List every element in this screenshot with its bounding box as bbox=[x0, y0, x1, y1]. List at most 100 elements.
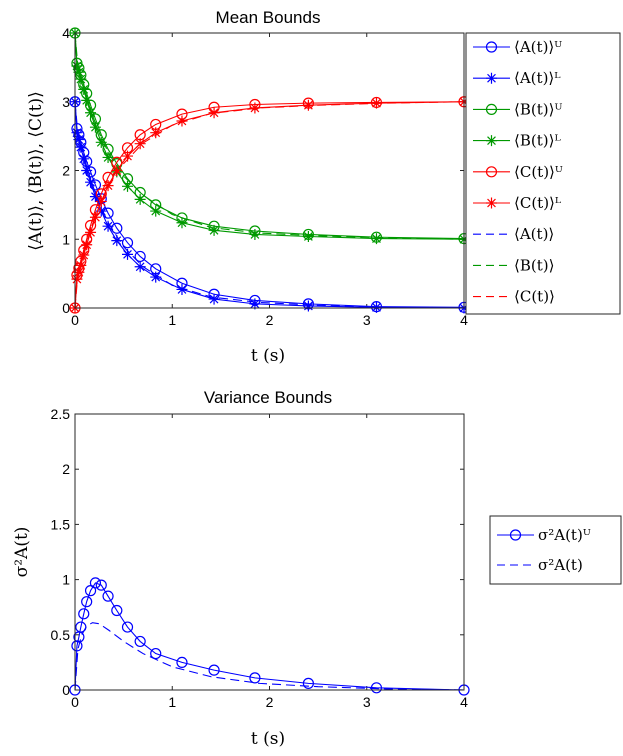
mean-series-5-point bbox=[75, 259, 87, 271]
variance-bounds-xlabel: t (s) bbox=[251, 729, 285, 749]
variance-ytick-label: 2 bbox=[62, 461, 70, 477]
mean-series-1-point bbox=[134, 261, 146, 273]
mean-series-7 bbox=[74, 32, 465, 240]
mean-legend-marker-0 bbox=[485, 41, 498, 53]
variance-bounds-chart: Variance Bounds 0 1 2 3 400.511.522.5 t (s) … bbox=[12, 388, 622, 749]
mean-series-1-point bbox=[150, 271, 162, 283]
mean-series-3-point bbox=[85, 107, 97, 119]
mean-series-line-0 bbox=[74, 101, 465, 308]
variance-series-0-point bbox=[249, 672, 261, 684]
mean-bounds-xlabel: t (s) bbox=[251, 346, 285, 366]
variance-bounds-series bbox=[69, 577, 470, 696]
mean-series-4 bbox=[69, 96, 470, 314]
variance-series-0-point bbox=[150, 647, 162, 660]
mean-series-1-point bbox=[95, 205, 107, 217]
mean-series-5-point bbox=[85, 226, 97, 238]
mean-legend-marker-5 bbox=[486, 197, 497, 209]
variance-series-0-point bbox=[81, 596, 93, 608]
mean-legend-marker-3 bbox=[486, 135, 497, 147]
mean-legend-label-b-t: ⟨B(t)⟩ᵁ bbox=[514, 100, 562, 118]
variance-xtick-label: 0 bbox=[71, 694, 79, 710]
variance-series-0-point bbox=[370, 682, 383, 694]
mean-series-3-point bbox=[89, 121, 101, 133]
variance-series-line-1 bbox=[74, 622, 465, 691]
mean-legend-label-b-t: ⟨B(t)⟩ᴸ bbox=[514, 132, 561, 150]
mean-series-1-point bbox=[85, 176, 97, 188]
mean-legend-label-c-t: ⟨C(t)⟩ᵁ bbox=[514, 163, 563, 181]
mean-xtick-label: 1 bbox=[168, 312, 176, 328]
variance-series-0 bbox=[69, 577, 470, 696]
variance-series-0-point bbox=[78, 608, 90, 620]
mean-series-1-point bbox=[71, 127, 83, 139]
mean-series-1-point bbox=[73, 134, 85, 146]
variance-xtick-label: 4 bbox=[460, 694, 468, 710]
variance-ytick-label: 0.5 bbox=[51, 627, 71, 643]
mean-xtick-label: 4 bbox=[460, 312, 468, 328]
mean-legend-marker-2 bbox=[485, 103, 498, 116]
variance-ytick-label: 0 bbox=[62, 682, 70, 698]
mean-series-1 bbox=[69, 96, 470, 314]
mean-bounds-title: Mean Bounds bbox=[216, 8, 321, 27]
variance-legend-box bbox=[489, 515, 622, 585]
variance-series-0-point bbox=[208, 664, 220, 676]
mean-series-1-point bbox=[81, 165, 93, 176]
mean-series-3-point bbox=[208, 224, 220, 236]
mean-series-5-point bbox=[176, 115, 188, 127]
mean-ytick-label: 3 bbox=[62, 94, 70, 110]
mean-series-1-point bbox=[78, 153, 90, 165]
mean-legend-label-c-t: ⟨C(t)⟩ᴸ bbox=[514, 194, 562, 212]
variance-xtick-label: 3 bbox=[363, 694, 371, 710]
mean-series-1-point bbox=[122, 248, 134, 260]
variance-xtick-label: 2 bbox=[266, 694, 274, 710]
mean-series-0 bbox=[69, 96, 470, 313]
mean-series-1-point bbox=[302, 300, 314, 312]
variance-series-0-point bbox=[89, 577, 102, 589]
mean-series-1-point bbox=[89, 191, 101, 203]
mean-series-2 bbox=[69, 27, 470, 245]
variance-series-1 bbox=[74, 622, 465, 691]
mean-legend-marker-1 bbox=[486, 72, 497, 84]
mean-series-1-point bbox=[111, 235, 123, 247]
mean-series-line-3 bbox=[74, 32, 465, 240]
variance-ytick-label: 1 bbox=[62, 572, 70, 588]
mean-series-8 bbox=[74, 101, 465, 309]
mean-series-5-point bbox=[89, 211, 101, 223]
mean-series-1-point bbox=[102, 220, 114, 232]
mean-series-1-point bbox=[75, 141, 87, 153]
variance-bounds-ylabel: σ²A(t) bbox=[12, 527, 32, 578]
mean-legend-marker-4 bbox=[485, 166, 498, 178]
mean-series-line-1 bbox=[74, 101, 465, 309]
mean-series-1-point bbox=[249, 298, 261, 310]
mean-series-3-point bbox=[81, 94, 93, 106]
mean-series-line-8 bbox=[74, 101, 465, 309]
mean-ytick-label: 4 bbox=[62, 25, 70, 41]
mean-series-line-4 bbox=[74, 101, 465, 309]
mean-xtick-label: 2 bbox=[266, 312, 274, 328]
mean-series-3-point bbox=[71, 60, 83, 72]
mean-bounds-series bbox=[69, 27, 470, 314]
variance-bounds-ticks: 0 1 2 3 4 0 0.5 1 1.5 2 2.5 bbox=[51, 406, 469, 710]
variance-series-0-point bbox=[121, 621, 134, 633]
mean-series-3-point bbox=[95, 136, 107, 148]
mean-series-3-point bbox=[370, 233, 382, 245]
variance-ytick-label: 2.5 bbox=[51, 406, 71, 422]
variance-series-line-0 bbox=[74, 582, 465, 691]
variance-series-0-point bbox=[71, 640, 83, 652]
mean-bounds-chart: Mean Bounds 0 1 2 3 4 0 1 2 3 4 t (s) ⟨A(t)⟩, ⟨B(… bbox=[26, 8, 621, 366]
variance-series-0-point bbox=[134, 635, 146, 648]
mean-series-3-point bbox=[102, 151, 114, 163]
mean-series-5-point bbox=[111, 165, 123, 176]
variance-series-0-point bbox=[95, 579, 107, 591]
mean-series-5-point bbox=[134, 138, 146, 150]
mean-series-3-point bbox=[302, 231, 314, 242]
mean-series-line-2 bbox=[74, 32, 465, 240]
variance-series-0-point bbox=[302, 677, 314, 689]
mean-ytick-label: 0 bbox=[62, 300, 70, 316]
mean-series-0-point bbox=[121, 237, 134, 249]
mean-series-1-point bbox=[208, 293, 220, 305]
variance-series-0-point bbox=[102, 590, 114, 602]
variance-xtick-label: 1 bbox=[168, 694, 176, 710]
mean-series-line-6 bbox=[74, 101, 465, 309]
mean-series-5-point bbox=[150, 127, 162, 139]
